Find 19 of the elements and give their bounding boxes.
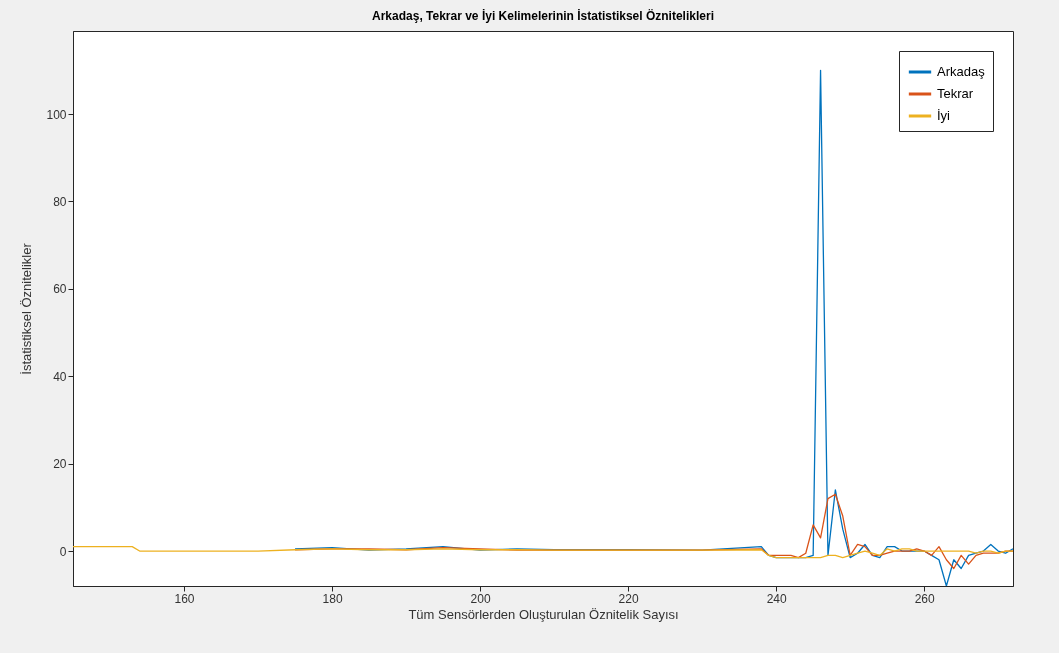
legend-label: Arkadaş [937, 64, 986, 79]
x-tick-label: 200 [470, 591, 491, 606]
y-tick-label: 100 [46, 107, 67, 122]
y-tick-label: 60 [53, 282, 67, 297]
x-tick-label: 260 [914, 591, 936, 606]
y-tick-label: 40 [53, 369, 67, 384]
x-tick-label: 180 [322, 591, 343, 606]
x-tick-label: 240 [766, 591, 787, 606]
line-series [73, 546, 1013, 559]
y-axis-title: İstatistiksel Öznitelikler [19, 242, 35, 375]
y-tick-label: 0 [59, 544, 67, 559]
x-tick-label: 160 [174, 591, 195, 606]
y-tick-label: 80 [53, 194, 67, 209]
x-tick-label: 220 [618, 591, 639, 606]
legend-label: İyi [937, 108, 951, 123]
legend-label: Tekrar [937, 86, 974, 101]
chart-title: Arkadaş, Tekrar ve İyi Kelimelerinin İstatistiksel Öznitelikleri [372, 8, 714, 23]
x-axis-title: Tüm Sensörlerden Oluşturulan Öznitelik Sayısı [408, 606, 679, 622]
y-tick-label: 20 [53, 457, 67, 472]
